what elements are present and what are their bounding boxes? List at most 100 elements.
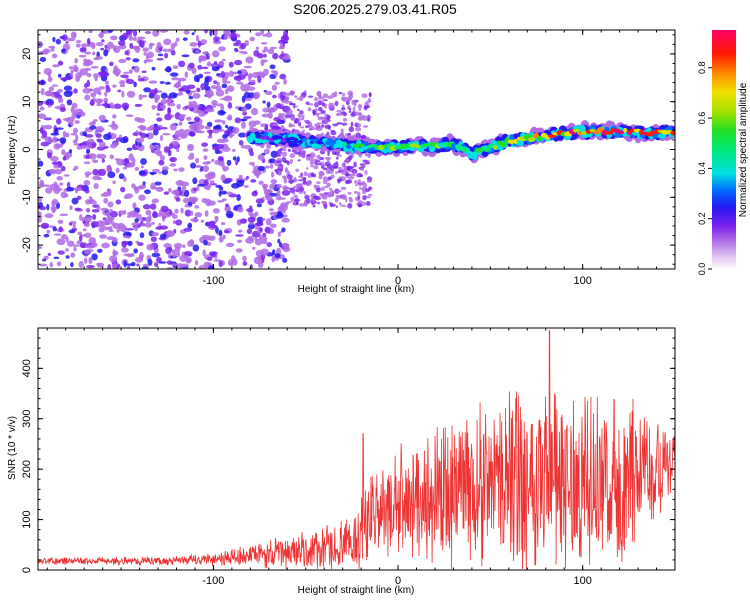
noise-blob bbox=[73, 66, 79, 73]
noise-blob bbox=[40, 88, 45, 96]
noise-blob bbox=[85, 148, 91, 154]
colorbar-ticks: 0.0 0.2 0.4 0.6 0.8 bbox=[697, 61, 712, 275]
noise-blob bbox=[317, 100, 322, 106]
noise-blob bbox=[187, 240, 194, 247]
noise-blob bbox=[147, 258, 153, 266]
noise-blob bbox=[246, 228, 253, 235]
noise-blob bbox=[202, 165, 210, 172]
noise-blob bbox=[75, 134, 79, 142]
noise-blob bbox=[255, 32, 262, 37]
noise-blob bbox=[131, 222, 140, 226]
noise-blob bbox=[160, 205, 169, 213]
x-tick-label: -100 bbox=[202, 275, 224, 287]
noise-blob bbox=[166, 230, 175, 237]
noise-blob bbox=[221, 146, 231, 152]
noise-blob bbox=[293, 201, 297, 206]
noise-blob bbox=[195, 35, 200, 42]
noise-blob bbox=[48, 168, 57, 175]
noise-blob bbox=[138, 194, 146, 201]
noise-blob bbox=[69, 222, 73, 226]
noise-blob bbox=[302, 181, 308, 185]
noise-blob bbox=[272, 52, 279, 60]
noise-blob bbox=[324, 161, 331, 166]
noise-blob bbox=[132, 132, 138, 136]
signal-blob bbox=[490, 140, 498, 145]
noise-blob bbox=[96, 138, 103, 142]
noise-blob bbox=[296, 108, 300, 112]
noise-blob bbox=[326, 182, 331, 187]
noise-blob bbox=[196, 186, 200, 191]
noise-blob bbox=[76, 195, 82, 200]
noise-blob bbox=[164, 81, 171, 85]
noise-blob bbox=[240, 144, 245, 149]
noise-blob bbox=[232, 71, 238, 75]
noise-blob bbox=[258, 180, 264, 185]
noise-blob bbox=[253, 120, 261, 125]
noise-blob bbox=[146, 126, 154, 131]
noise-blob bbox=[227, 101, 233, 109]
noise-blob bbox=[207, 177, 212, 181]
noise-blob bbox=[172, 137, 181, 141]
noise-blob bbox=[111, 123, 119, 131]
noise-blob bbox=[98, 168, 107, 177]
noise-blob bbox=[346, 179, 353, 184]
noise-blob bbox=[163, 38, 172, 46]
signal-core bbox=[507, 139, 516, 144]
noise-blob bbox=[63, 85, 73, 91]
noise-blob bbox=[237, 70, 242, 75]
noise-blob bbox=[118, 173, 125, 180]
noise-blob bbox=[96, 262, 101, 266]
snr-x-ticks: -100 0 100 bbox=[46, 328, 676, 587]
noise-blob bbox=[51, 161, 59, 165]
noise-blob bbox=[73, 108, 83, 116]
noise-blob bbox=[55, 143, 64, 149]
noise-blob bbox=[348, 126, 355, 133]
noise-blob bbox=[136, 263, 140, 267]
noise-blob bbox=[295, 201, 299, 206]
noise-blob bbox=[145, 54, 150, 60]
noise-blob bbox=[106, 210, 111, 217]
noise-blob bbox=[248, 222, 255, 225]
noise-blob bbox=[153, 126, 161, 132]
noise-blob bbox=[341, 194, 347, 200]
noise-blob bbox=[368, 92, 372, 98]
y-tick-label: 200 bbox=[21, 460, 33, 478]
noise-blob bbox=[342, 92, 346, 97]
noise-blob bbox=[140, 132, 147, 139]
noise-blob bbox=[213, 80, 218, 84]
noise-blob bbox=[99, 234, 107, 239]
noise-blob bbox=[126, 90, 136, 98]
noise-blob bbox=[264, 165, 271, 169]
noise-blob bbox=[93, 57, 100, 61]
noise-blob bbox=[246, 208, 254, 213]
noise-blob bbox=[159, 225, 169, 230]
noise-blob bbox=[255, 46, 260, 50]
noise-blob bbox=[281, 146, 287, 152]
noise-blob bbox=[137, 78, 145, 82]
noise-blob bbox=[225, 210, 234, 218]
noise-blob bbox=[194, 212, 203, 218]
noise-blob bbox=[161, 166, 169, 171]
noise-blob bbox=[54, 91, 61, 98]
noise-blob bbox=[90, 65, 99, 69]
noise-blob bbox=[314, 97, 319, 102]
noise-blob bbox=[65, 40, 69, 44]
noise-blob bbox=[260, 59, 268, 63]
noise-blob bbox=[270, 171, 275, 178]
noise-blob bbox=[190, 90, 196, 93]
snr-y-ticks: 0 100 200 300 400 bbox=[21, 327, 675, 573]
noise-blob bbox=[279, 42, 283, 50]
noise-blob bbox=[361, 180, 366, 185]
noise-blob bbox=[115, 137, 121, 142]
noise-blob bbox=[166, 260, 173, 265]
noise-blob bbox=[172, 65, 179, 70]
noise-blob bbox=[43, 184, 51, 188]
noise-blob bbox=[220, 190, 227, 195]
noise-blob bbox=[203, 179, 209, 186]
noise-blob bbox=[260, 30, 265, 35]
noise-blob bbox=[136, 36, 146, 40]
noise-blob bbox=[161, 214, 166, 222]
noise-blob bbox=[308, 123, 313, 128]
noise-blob bbox=[175, 37, 180, 42]
noise-blob bbox=[266, 242, 272, 248]
